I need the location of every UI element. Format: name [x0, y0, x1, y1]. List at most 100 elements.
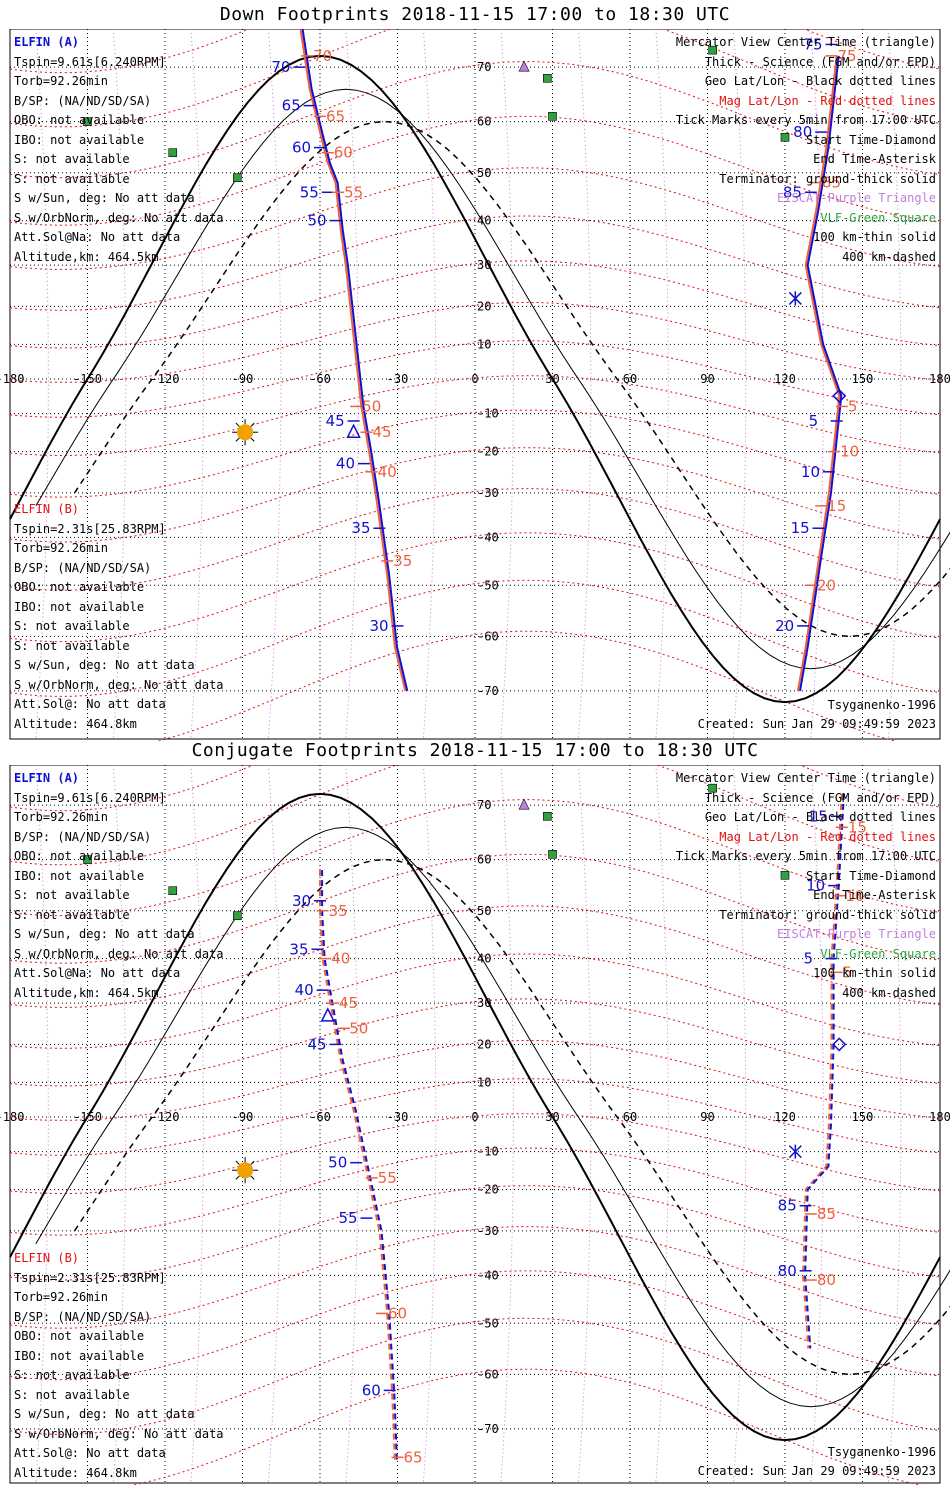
elfin-b-info-conjugate: ELFIN (B) Tspin=2.31s[25.83RPM] Torb=92.26… [14, 1249, 224, 1483]
elfin-a-info-conjugate: ELFIN (A) Tspin=9.61s[6.240RPM] Torb=92.26… [14, 769, 224, 1003]
elfin-b-0-line-2: Torb=92.26min [14, 541, 108, 555]
mag-meridian-4 [345, 29, 359, 740]
elfin-b-0-line-0: ELFIN (B) [14, 502, 80, 516]
track-a-label-70: 70 [271, 58, 290, 76]
legend-0-item-5: Start Time-Diamond [805, 132, 936, 147]
vlf-square-icon [548, 112, 557, 121]
terminator-ground [9, 54, 941, 704]
elfin-a-1-line-1: Tspin=9.61s[6.240RPM] [14, 790, 166, 805]
elfin-a-1-line-4: OBO: not available [14, 849, 145, 863]
track-b-label-85: 85 [783, 183, 802, 201]
elfin-b-1-line-7: S: not available [14, 1387, 130, 1402]
vlf-square-icon [708, 45, 717, 55]
conj-a-red-label-35: 35 [329, 902, 348, 920]
sun-disk [237, 1162, 254, 1179]
model-label-down: Tsyganenko-1996 [827, 698, 936, 712]
mag-parallel--2 [9, 409, 941, 498]
mag-parallel-5 [9, 115, 941, 226]
legend-1-item-3: Mag Lat/Lon - Red dotted lines [719, 829, 936, 844]
elfin-a-0-line-6: S: not available [14, 152, 130, 166]
lon-tick--60: -60 [309, 1110, 331, 1124]
legend-1-item-4: Tick Marks every 5min from 17:00 UTC [675, 849, 936, 863]
mag-parallel-1 [9, 1040, 941, 1121]
lat-tick--20: -20 [477, 1183, 499, 1197]
mag-parallel-4 [9, 167, 941, 270]
mag-parallel-8 [9, 765, 941, 812]
legend-0-item-11: 400 km-dashed [842, 249, 936, 264]
mag-meridian-5 [422, 765, 437, 1484]
elfin-b-0-line-7: S: not available [14, 638, 130, 653]
sun-ray [250, 1160, 255, 1165]
elfin-b-1-line-8: S w/Sun, deg: No att data [14, 1407, 195, 1421]
track-b-label-80: 80 [793, 123, 812, 141]
conj-a-label-60: 60 [362, 1381, 381, 1399]
elfin-b-0-line-1: Tspin=2.31s[25.83RPM] [14, 521, 166, 536]
elfin-b-1-line-3: B/SP: (NA/ND/SD/SA) [14, 1309, 152, 1324]
eiscat-triangle-icon [518, 798, 530, 810]
track-b-label-10: 10 [801, 463, 820, 481]
lat-tick--50: -50 [477, 578, 499, 592]
lat-tick--30: -30 [477, 1224, 499, 1238]
lon-tick-180: 180 [929, 372, 950, 386]
legend-0-item-6: End Time-Asterisk [813, 152, 936, 166]
mag-meridian-1 [112, 765, 127, 1484]
mag-meridian-0 [35, 29, 49, 740]
end-asterisk-icon [788, 1144, 802, 1159]
track-a-label-40: 40 [336, 455, 355, 473]
elfin-b-0-line-3: B/SP: (NA/ND/SD/SA) [14, 560, 152, 575]
sun-ray [250, 1175, 255, 1180]
legend-0-item-8: EISCAT-Purple Triangle [777, 191, 936, 205]
elfin-b-0-line-11: Altitude: 464.8km [14, 716, 137, 731]
vlf-square-icon [168, 886, 178, 895]
track-b-red-label-15: 15 [827, 497, 846, 515]
conj-a-red-label-65: 65 [404, 1448, 423, 1466]
geo-grid: -180-150-120-90-60-300306090120150180706… [0, 765, 950, 1483]
conj-b-red-label-80: 80 [817, 1271, 836, 1289]
lat-tick-60: 60 [477, 853, 491, 867]
lon-tick-90: 90 [700, 1110, 714, 1124]
mag-meridian-11 [887, 765, 902, 1484]
elfin-a-1-line-9: S w/OrbNorm, deg: No att data [14, 946, 224, 961]
lat-tick--10: -10 [477, 407, 499, 421]
model-label-conjugate: Tsyganenko-1996 [827, 1445, 936, 1459]
mag-meridian-3 [267, 765, 282, 1484]
elfin-a-1-line-5: IBO: not available [14, 868, 145, 883]
eiscat-triangle-icon [518, 60, 530, 72]
track-b-mag [796, 55, 841, 692]
conj-a-label-45: 45 [308, 1035, 327, 1053]
sun-ray [235, 437, 240, 442]
track-a-label-35: 35 [351, 519, 370, 537]
mag-parallel--1 [9, 375, 941, 456]
mag-meridian-11 [887, 29, 902, 740]
lat-tick--10: -10 [477, 1145, 499, 1159]
elfin-a-1-line-2: Torb=92.26min [14, 810, 108, 824]
track-a-red-label-35: 35 [393, 552, 412, 570]
track-b-red-label-20: 20 [817, 576, 836, 594]
lon-tick--30: -30 [387, 1110, 409, 1124]
elfin-a-0-line-1: Tspin=9.61s[6.240RPM] [14, 54, 166, 69]
conj-b-label-5: 5 [804, 950, 814, 968]
elfin-a-0-line-3: B/SP: (NA/ND/SD/SA) [14, 93, 152, 108]
lon-tick-90: 90 [700, 372, 714, 386]
elfin-b-1-line-1: Tspin=2.31s[25.83RPM] [14, 1270, 166, 1285]
legend-1-item-1: Thick - Science (FGM and/or EPD) [704, 790, 936, 805]
map-conjugate-footprints: -180-150-120-90-60-300306090120150180706… [0, 765, 950, 1485]
lat-tick--60: -60 [477, 1367, 499, 1381]
lat-tick--50: -50 [477, 1316, 499, 1330]
lat-tick--60: -60 [477, 629, 499, 643]
mag-parallel-7 [9, 29, 941, 128]
lat-tick-70: 70 [477, 798, 491, 812]
mag-meridian-9 [732, 765, 747, 1484]
sun-ray [250, 422, 255, 427]
lon-tick--60: -60 [309, 372, 331, 386]
track-a-geo [301, 29, 409, 692]
mag-parallel-0 [9, 1078, 941, 1156]
track-b-red-label-75: 75 [838, 47, 857, 65]
legend-1-item-2: Geo Lat/Lon - Black dotted lines [704, 810, 936, 824]
terminator-400km [73, 858, 950, 1376]
lon-tick--120: -120 [151, 372, 180, 386]
sun-ray [235, 1175, 240, 1180]
elfin-b-1-line-11: Altitude: 464.8km [14, 1465, 137, 1480]
conj-track-b-mag [802, 793, 843, 1349]
lon-tick--180: -180 [0, 372, 24, 386]
